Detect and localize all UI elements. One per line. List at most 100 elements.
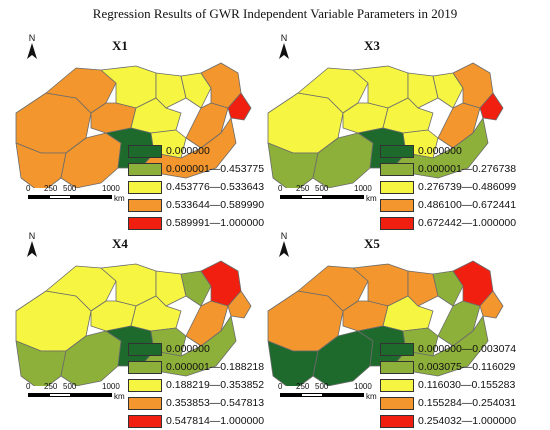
- legend-swatch: [380, 216, 414, 230]
- scale-tick: 500: [63, 382, 77, 391]
- scale-bar: 0 250 500 1000 km: [278, 382, 428, 404]
- legend-swatch: [380, 342, 414, 356]
- map-region: [180, 72, 212, 109]
- legend-label: 0.116030—0.155283: [418, 379, 516, 391]
- legend-item: 0.254032—1.000000: [380, 412, 516, 430]
- legend-item: 0.547814—1.000000: [128, 412, 264, 430]
- panel-x3: N X3 0.000000 0.000001—0.276738 0.276739—0.4…: [256, 28, 528, 230]
- scale-bar: 0 250 500 1000 km: [26, 184, 176, 206]
- legend-label: 0.353853—0.547813: [166, 397, 265, 409]
- panel-label: X3: [364, 38, 380, 53]
- scale-tick: 0: [26, 184, 31, 193]
- legend-item: 0.453776—0.533643: [128, 178, 264, 196]
- legend-swatch: [380, 180, 414, 194]
- legend-label: 0.000000: [166, 145, 210, 157]
- north-label: N: [28, 33, 36, 43]
- legend-swatch: [128, 342, 162, 356]
- map-region: [432, 270, 464, 307]
- legend-swatch: [380, 162, 414, 176]
- legend-label: 0.254032—1.000000: [418, 415, 517, 427]
- legend-label: 0.533644—0.589990: [166, 199, 265, 211]
- scale-tick: 500: [315, 382, 329, 391]
- scale-tick: 0: [278, 382, 283, 391]
- legend-swatch: [380, 144, 414, 158]
- legend-item: 0.276739—0.486099: [380, 178, 516, 196]
- legend-label: 0.589991—1.000000: [166, 217, 265, 229]
- scale-tick: 0: [26, 382, 31, 391]
- north-arrow-icon: N: [276, 231, 292, 258]
- scale-bar: 0 250 500 1000 km: [26, 382, 176, 404]
- region-map-x4: [15, 260, 252, 386]
- legend-swatch: [128, 378, 162, 392]
- panel-x1: N X1 0.000000 0.000001—0.453775 0.453776—0.5…: [4, 28, 276, 230]
- legend-item: 0.000000: [128, 142, 264, 160]
- legend: 0.000000 0.000001—0.453775 0.453776—0.5336…: [128, 142, 264, 232]
- scale-unit: km: [366, 392, 377, 401]
- legend-item: 0.000000—0.003074: [380, 340, 516, 358]
- legend-swatch: [380, 360, 414, 374]
- legend-item: 0.000001—0.453775: [128, 160, 264, 178]
- legend-swatch: [380, 414, 414, 428]
- legend-item: 0.000000: [380, 142, 516, 160]
- legend-item: 0.533644—0.589990: [128, 196, 264, 214]
- north-label: N: [280, 231, 288, 241]
- scale-bar: 0 250 500 1000 km: [278, 184, 428, 206]
- panel-x5: N X5 0.000000—0.003074 0.003075—0.116029 0.1…: [256, 226, 528, 428]
- legend-label: 0.000000—0.003074: [418, 343, 517, 355]
- region-map-x1: [15, 62, 252, 188]
- north-arrow-icon: N: [276, 33, 292, 60]
- legend-item: 0.000001—0.188218: [128, 358, 264, 376]
- legend-label: 0.000000: [418, 145, 462, 157]
- legend-item: 0.589991—1.000000: [128, 214, 264, 232]
- region-map-x3: [267, 62, 504, 188]
- legend-item: 0.000001—0.276738: [380, 160, 516, 178]
- scale-unit: km: [114, 194, 125, 203]
- map-region: [297, 265, 369, 312]
- map-region: [227, 290, 252, 319]
- scale-unit: km: [366, 194, 377, 203]
- map-region: [45, 67, 117, 114]
- scale-tick: 250: [44, 382, 58, 391]
- legend-label: 0.000001—0.276738: [418, 163, 517, 175]
- north-arrow-icon: N: [24, 231, 40, 258]
- map-region: [180, 270, 212, 307]
- map-region: [155, 72, 187, 109]
- map-region: [227, 92, 252, 121]
- legend-swatch: [128, 144, 162, 158]
- scale-tick: 500: [315, 184, 329, 193]
- legend-item: 0.155284—0.254031: [380, 394, 516, 412]
- map-region: [479, 290, 504, 319]
- legend-swatch: [380, 396, 414, 410]
- legend-swatch: [128, 360, 162, 374]
- map-region: [479, 92, 504, 121]
- legend-label: 0.000001—0.453775: [166, 163, 265, 175]
- panel-label: X1: [112, 38, 128, 53]
- scale-tick: 1000: [102, 184, 120, 193]
- legend-label: 0.453776—0.533643: [166, 181, 265, 193]
- legend-swatch: [128, 396, 162, 410]
- legend-item: 0.672442—1.000000: [380, 214, 516, 232]
- scale-tick: 250: [296, 184, 310, 193]
- legend-label: 0.000000: [166, 343, 210, 355]
- legend-swatch: [380, 198, 414, 212]
- legend-swatch: [128, 216, 162, 230]
- map-region: [407, 270, 439, 307]
- panel-label: X5: [364, 236, 380, 251]
- scale-tick: 250: [296, 382, 310, 391]
- legend-label: 0.000001—0.188218: [166, 361, 265, 373]
- map-region: [155, 270, 187, 307]
- scale-tick: 0: [278, 184, 283, 193]
- legend-label: 0.276739—0.486099: [418, 181, 517, 193]
- scale-tick: 500: [63, 184, 77, 193]
- north-arrow-icon: N: [24, 33, 40, 60]
- map-region: [45, 265, 117, 312]
- region-map-x5: [267, 260, 504, 386]
- scale-tick: 1000: [102, 382, 120, 391]
- legend-label: 0.188219—0.353852: [166, 379, 265, 391]
- panel-x4: N X4 0.000000 0.000001—0.188218 0.188219—0.3…: [4, 226, 276, 428]
- map-region: [297, 67, 369, 114]
- legend: 0.000000 0.000001—0.276738 0.276739—0.4860…: [380, 142, 516, 232]
- legend-label: 0.672442—1.000000: [418, 217, 517, 229]
- legend-item: 0.116030—0.155283: [380, 376, 516, 394]
- scale-tick: 1000: [354, 382, 372, 391]
